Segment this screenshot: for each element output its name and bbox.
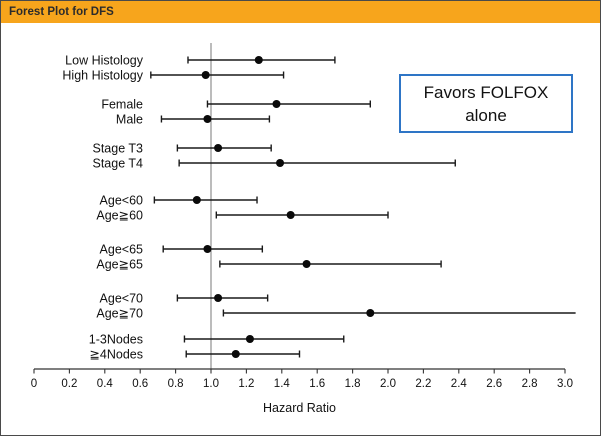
x-tick-label: 2.4: [451, 378, 468, 390]
x-tick-label: 0.2: [61, 378, 77, 390]
point-estimate: [203, 245, 212, 253]
x-tick-label: 2.2: [415, 378, 431, 390]
row-label: Stage T3: [92, 142, 143, 156]
point-estimate: [245, 335, 254, 343]
x-tick-label: 0.4: [97, 378, 114, 390]
x-tick-label: 2.0: [380, 378, 396, 390]
point-estimate: [272, 100, 281, 108]
point-estimate: [203, 115, 212, 123]
row-label: Age≧65: [96, 258, 143, 272]
row-label: High Histology: [62, 69, 143, 83]
point-estimate: [286, 211, 295, 219]
row-label: ≧4Nodes: [89, 348, 143, 362]
x-axis-title: Hazard Ratio: [263, 401, 336, 415]
x-tick-label: 1.0: [203, 378, 219, 390]
row-label: Stage T4: [92, 157, 143, 171]
point-estimate: [302, 260, 311, 268]
row-label: Age<65: [100, 243, 143, 257]
point-estimate: [214, 144, 223, 152]
point-estimate: [366, 309, 375, 317]
point-estimate: [276, 159, 285, 167]
row-label: Age≧60: [96, 209, 143, 223]
favors-box-line1: Favors FOLFOX: [423, 82, 549, 102]
x-tick-label: 1.8: [345, 378, 361, 390]
point-estimate: [214, 294, 223, 302]
x-tick-label: 0: [31, 378, 37, 390]
x-tick-label: 1.4: [274, 378, 291, 390]
row-label: Male: [116, 113, 143, 127]
x-tick-label: 3.0: [557, 378, 573, 390]
favors-annotation-box: Favors FOLFOX alone: [399, 74, 573, 133]
x-tick-label: 0.8: [168, 378, 184, 390]
row-label: 1-3Nodes: [89, 333, 143, 347]
point-estimate: [201, 71, 210, 79]
x-tick-label: 2.8: [522, 378, 538, 390]
point-estimate: [192, 196, 201, 204]
title-bar: Forest Plot for DFS: [1, 1, 600, 23]
row-label: Age<60: [100, 194, 143, 208]
window-title: Forest Plot for DFS: [9, 6, 114, 18]
row-label: Age<70: [100, 292, 143, 306]
point-estimate: [254, 56, 263, 64]
row-label: Low Histology: [65, 54, 144, 68]
row-label: Female: [101, 98, 143, 112]
x-tick-label: 2.6: [486, 378, 502, 390]
row-label: Age≧70: [96, 307, 143, 321]
point-estimate: [231, 350, 240, 358]
x-tick-label: 1.6: [309, 378, 325, 390]
x-tick-label: 0.6: [132, 378, 148, 390]
x-tick-label: 1.2: [238, 378, 254, 390]
favors-box-line2: alone: [465, 105, 507, 125]
